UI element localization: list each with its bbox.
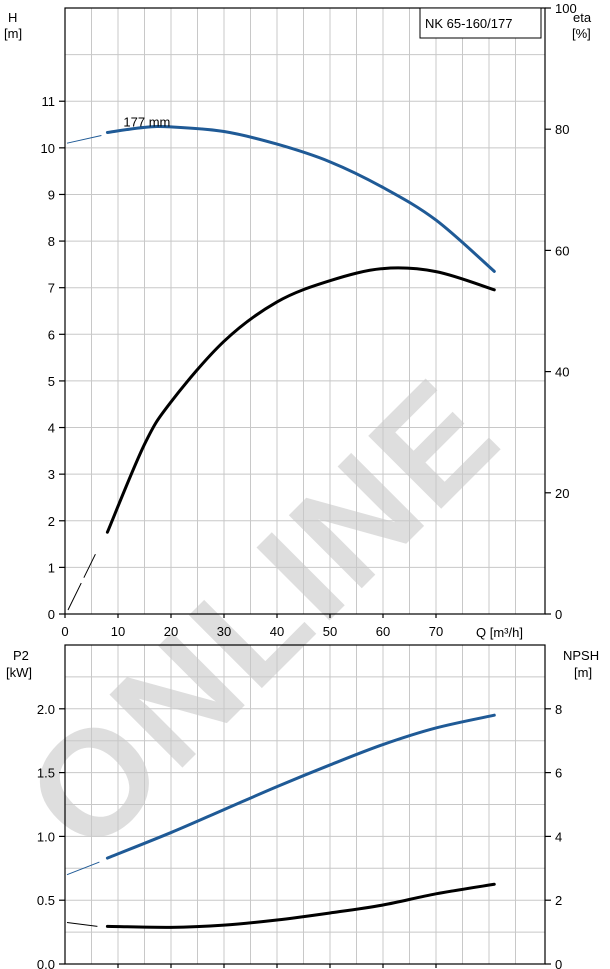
y-left-tick-label: 2.0 <box>37 702 55 717</box>
leader-line <box>66 861 100 876</box>
y-right-tick-label: 80 <box>555 122 569 137</box>
series-point <box>143 443 146 446</box>
eta-axis-title: eta <box>573 10 592 25</box>
x-tick-label: 50 <box>323 624 337 639</box>
series-point <box>382 743 384 746</box>
series-point <box>329 764 331 766</box>
series-point <box>329 912 331 914</box>
x-tick-label: 30 <box>217 624 231 639</box>
series-point <box>170 831 172 834</box>
y-right-tick-label: 40 <box>555 365 569 380</box>
series-line-0-1 <box>105 266 496 534</box>
series-point <box>223 924 225 926</box>
y-left-tick-label: 0 <box>48 607 55 622</box>
y-left-tick-label: 5 <box>48 374 55 389</box>
plot-frame <box>64 644 546 965</box>
y-right-tick-label: 6 <box>555 766 562 781</box>
series-point <box>106 925 109 928</box>
series-point <box>382 267 384 270</box>
series-label-177mm: 177 mm <box>123 114 170 129</box>
head-axis-unit: [m] <box>4 26 22 41</box>
series-point <box>223 130 225 133</box>
y-left-tick-label: 1 <box>48 560 55 575</box>
head-axis-title: H <box>8 10 17 25</box>
series-point <box>106 131 109 134</box>
series-point <box>276 919 278 921</box>
y-left-tick-label: 8 <box>48 234 55 249</box>
series-point <box>493 288 496 291</box>
x-tick-label: 20 <box>164 624 178 639</box>
y-right-tick-label: 100 <box>555 1 577 16</box>
x-tick-label: 40 <box>270 624 284 639</box>
series-point <box>223 340 225 343</box>
power-npsh-chart: 0.0 0.5 1.0 1.5 2.0 0 2 4 6 8 <box>37 644 562 969</box>
y-right-tick-label: 60 <box>555 243 569 258</box>
eta-axis-unit: [%] <box>572 26 591 41</box>
series-point <box>382 186 384 189</box>
p2-axis-title: P2 <box>13 648 29 663</box>
series-point <box>170 926 172 929</box>
y-left-tick-label: 2 <box>48 514 55 529</box>
y-right-tick-label: 0 <box>555 607 562 622</box>
series-point <box>329 279 331 282</box>
series-point <box>106 531 109 533</box>
series-point <box>276 143 278 145</box>
y-right-tick-label: 20 <box>555 486 569 501</box>
series-point <box>435 727 437 729</box>
npsh-axis-title: NPSH <box>563 648 599 663</box>
flow-axis-title: Q [m³/h] <box>476 625 523 640</box>
leader-line <box>66 134 102 144</box>
chart-title-box <box>419 7 542 39</box>
series-point <box>170 126 172 128</box>
y-left-tick-label: 11 <box>42 94 56 109</box>
npsh-axis-unit: [m] <box>574 665 592 680</box>
y-right-tick-label: 4 <box>555 829 562 844</box>
y-left-tick-label: 0.0 <box>37 957 55 969</box>
series-point <box>276 301 278 303</box>
chart-title: NK 65-160/177 <box>425 16 512 31</box>
series-point <box>493 270 496 273</box>
y-right-tick-label: 2 <box>555 893 562 908</box>
series-point <box>435 893 437 895</box>
leader-line <box>67 553 96 611</box>
p2-axis-unit: [kW] <box>6 665 32 680</box>
plot-frame <box>64 7 546 615</box>
y-left-tick-label: 7 <box>48 281 55 296</box>
series-point <box>223 808 225 811</box>
series-point <box>143 126 146 129</box>
y-left-tick-label: 10 <box>41 141 55 156</box>
series-point <box>435 219 437 221</box>
x-tick-label: 60 <box>376 624 390 639</box>
y-left-tick-label: 1.5 <box>37 766 55 781</box>
head-efficiency-chart: 0 1 2 3 4 5 6 7 8 9 10 11 0 20 40 60 80 100 0 10 20 30 40 50 60 7… <box>41 1 577 639</box>
leader-line <box>66 922 98 927</box>
series-point <box>329 161 331 163</box>
series-point <box>493 714 496 716</box>
x-tick-label: 70 <box>429 624 443 639</box>
y-left-tick-label: 0.5 <box>37 893 55 908</box>
y-left-tick-label: 1.0 <box>37 829 55 844</box>
y-left-tick-label: 9 <box>48 187 55 202</box>
series-point <box>170 401 172 403</box>
series-point <box>276 785 278 788</box>
series-point <box>382 904 384 906</box>
series-line-1-1 <box>105 882 496 929</box>
y-right-tick-label: 8 <box>555 702 562 717</box>
x-tick-label: 0 <box>61 624 68 639</box>
series-point <box>106 857 109 859</box>
y-left-tick-label: 6 <box>48 327 55 342</box>
series-point <box>493 883 496 886</box>
series-point <box>435 270 437 273</box>
y-left-tick-label: 3 <box>48 467 55 482</box>
y-left-tick-label: 4 <box>48 421 55 436</box>
y-right-tick-label: 0 <box>555 957 562 969</box>
x-tick-label: 10 <box>111 624 125 639</box>
